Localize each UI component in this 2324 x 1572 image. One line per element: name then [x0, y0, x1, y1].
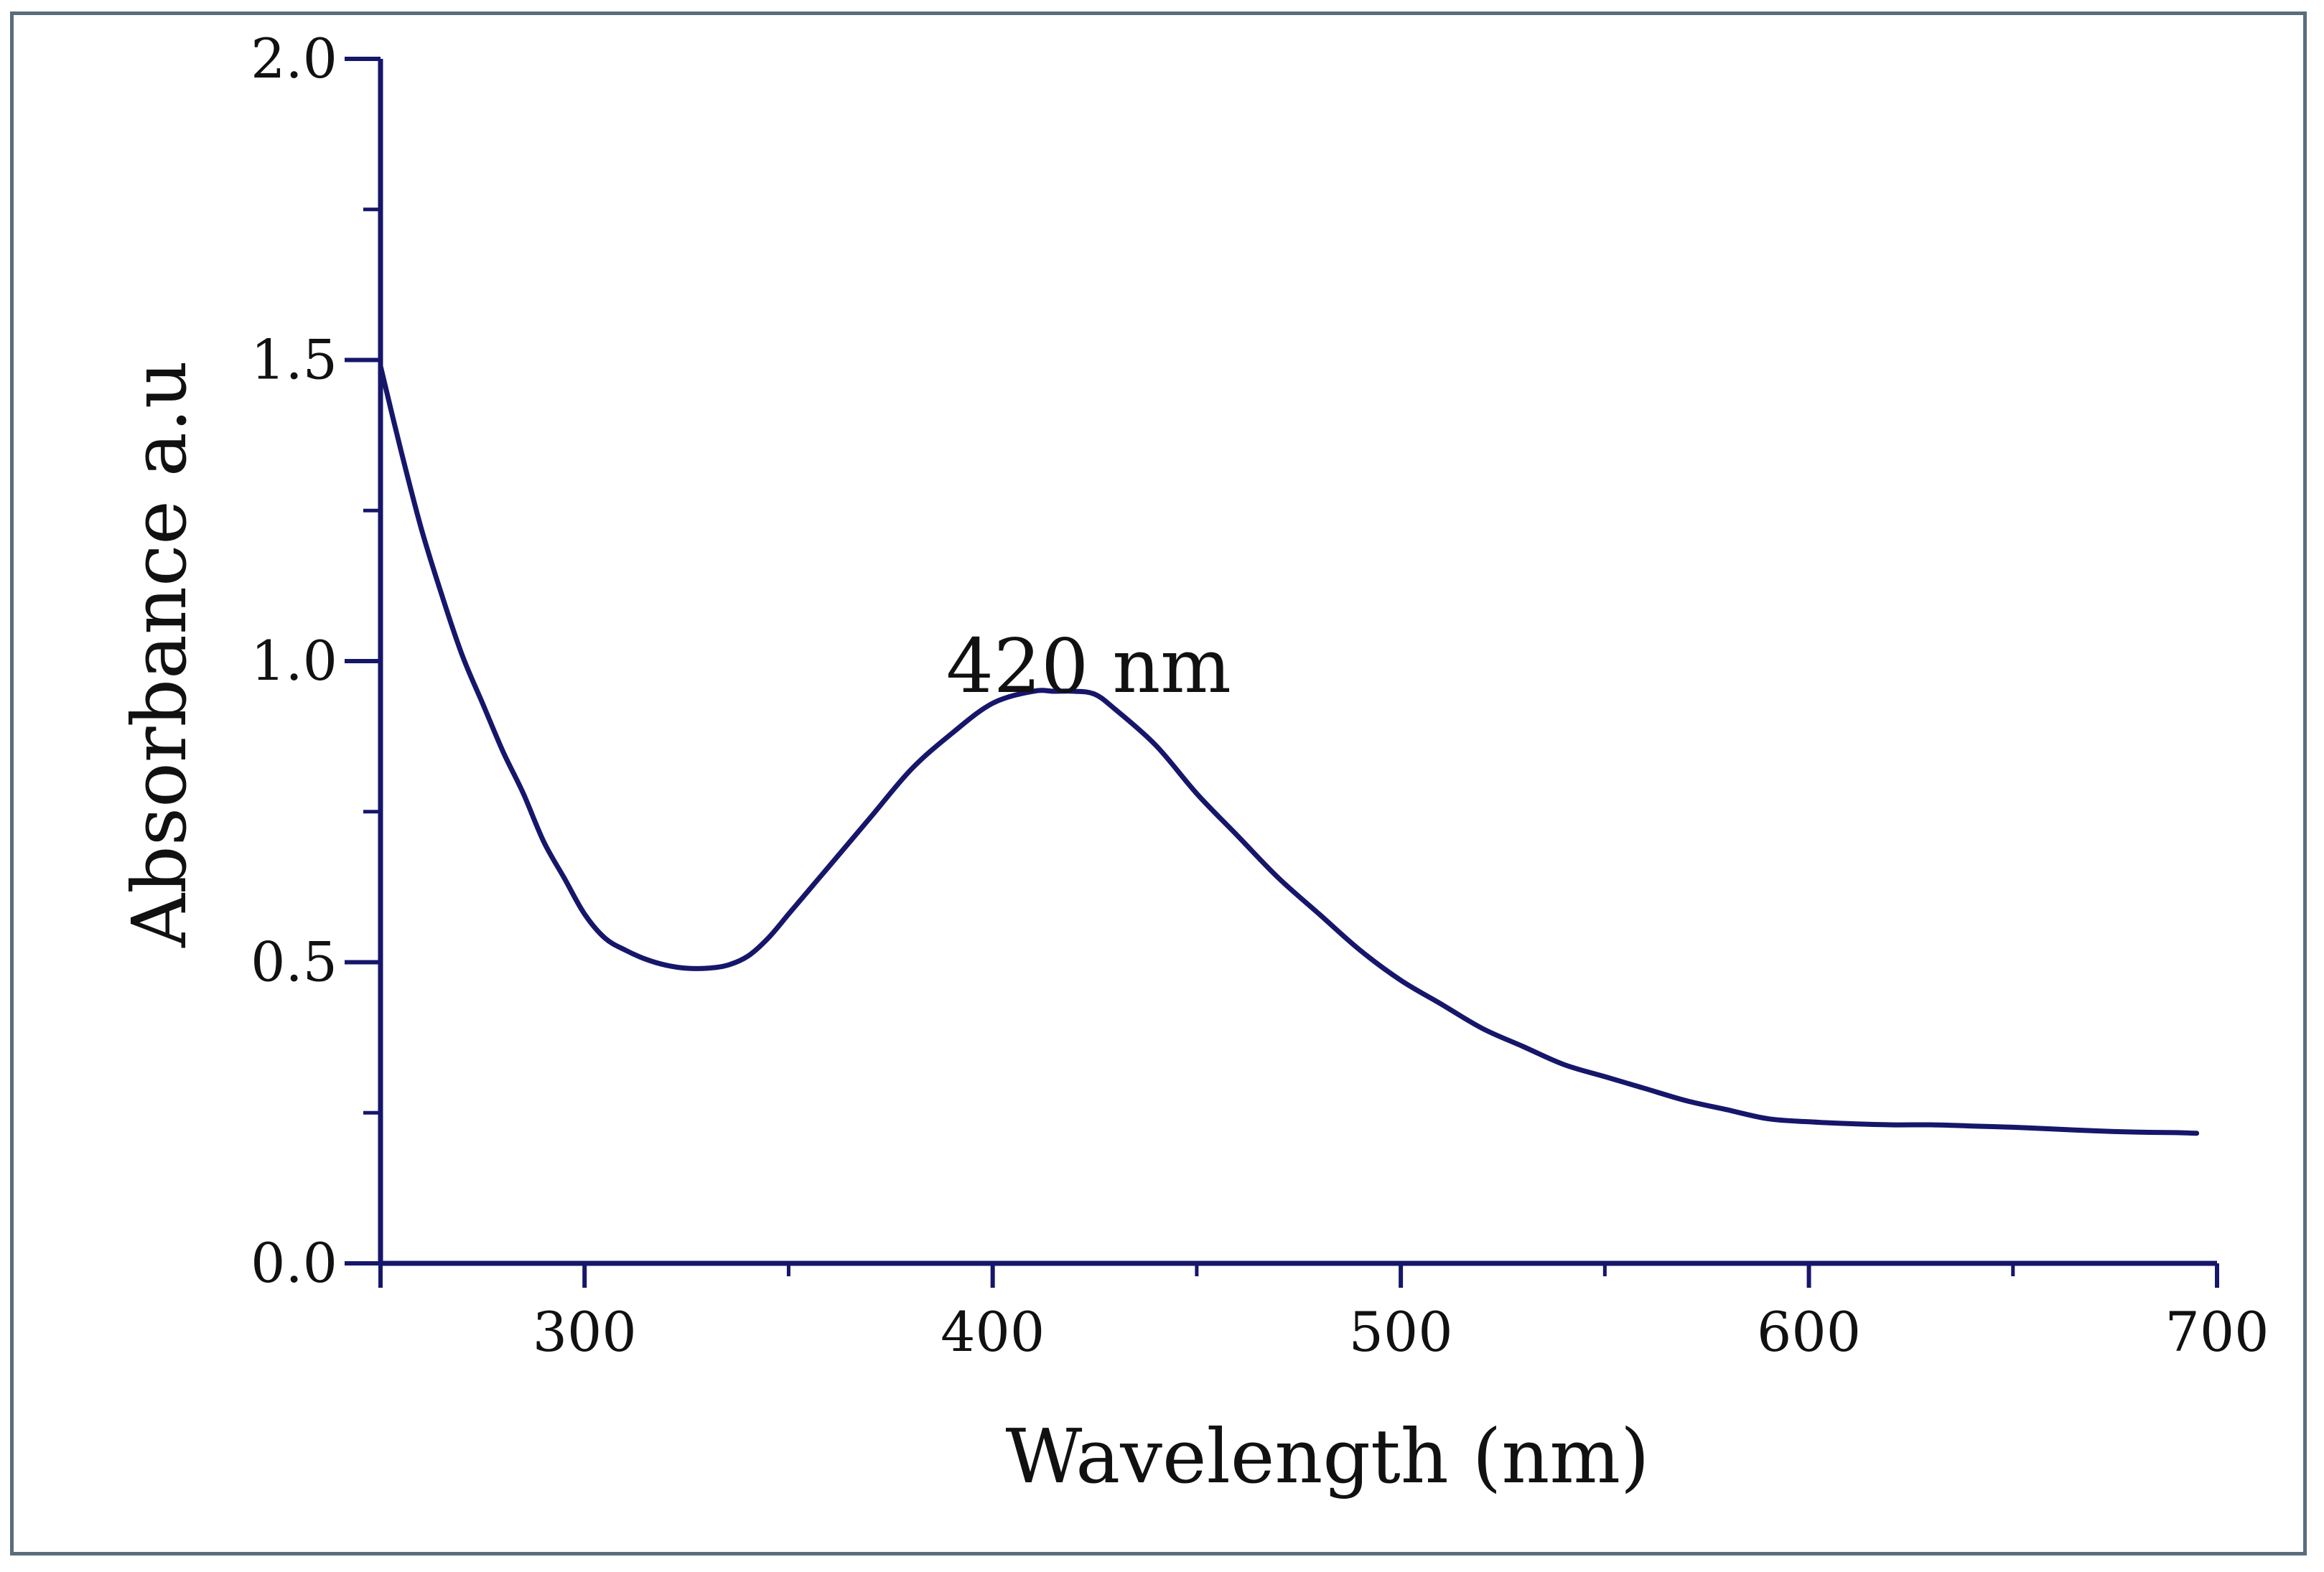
y-axis-title: Absorbance a.u: [116, 360, 203, 948]
absorbance-curve: [378, 363, 2200, 1136]
x-tick-label: 500: [1349, 1300, 1453, 1364]
x-axis-tick-labels: 300 400 500 600 700: [533, 1300, 2269, 1364]
x-tick-label: 300: [533, 1300, 637, 1364]
x-tick-label: 600: [1757, 1300, 1861, 1364]
x-tick-label: 700: [2165, 1300, 2269, 1364]
y-tick-label: 2.0: [251, 27, 337, 90]
y-axis-ticks: [345, 57, 381, 1265]
y-axis-tick-labels: 0.0 0.5 1.0 1.5 2.0: [251, 27, 337, 1295]
y-tick-label: 1.0: [251, 629, 337, 693]
y-tick-label: 0.0: [251, 1231, 337, 1295]
x-axis-title: Wavelength (nm): [1005, 1413, 1649, 1500]
y-tick-label: 0.5: [251, 930, 337, 994]
peak-annotation: 420 nm: [946, 622, 1231, 710]
x-axis-ticks: [378, 1263, 2219, 1288]
figure-frame: [10, 11, 2307, 1555]
y-tick-label: 1.5: [251, 328, 337, 392]
x-tick-label: 400: [941, 1300, 1045, 1364]
